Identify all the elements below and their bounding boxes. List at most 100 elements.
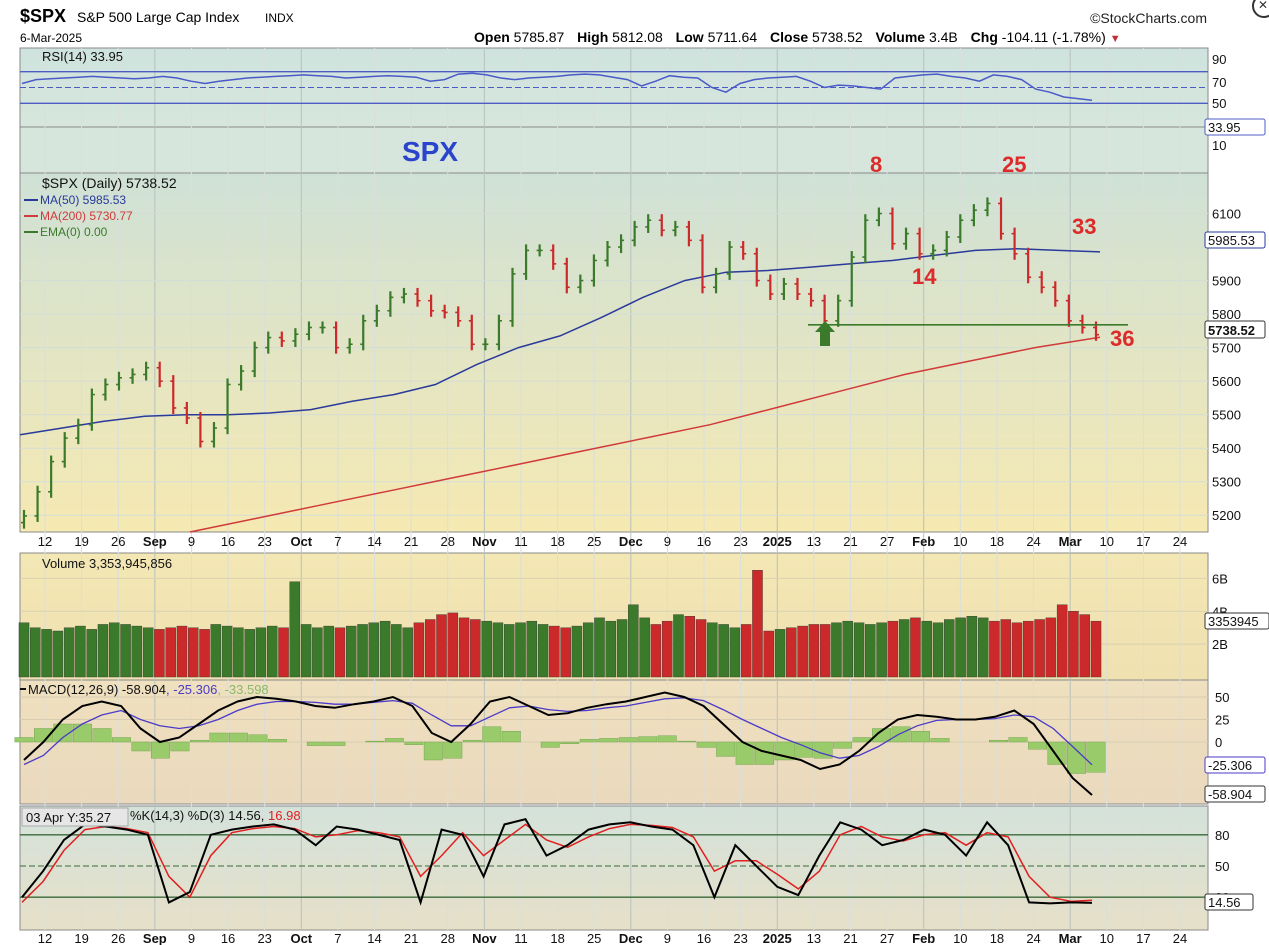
- price-tick-label: 5600: [1212, 374, 1241, 389]
- volume-bar: [402, 627, 413, 678]
- x-tick-label-bottom: 18: [990, 931, 1004, 945]
- macd-tick-label: 50: [1215, 690, 1229, 705]
- x-tick-label-bottom: 26: [111, 931, 125, 945]
- macd-histogram-bar: [92, 728, 112, 743]
- volume-bar: [18, 622, 30, 678]
- x-tick-label: Nov: [472, 534, 497, 549]
- rsi-tick-label: 70: [1212, 75, 1226, 90]
- x-tick-label-bottom: 21: [404, 931, 418, 945]
- x-tick-label-bottom: 19: [74, 931, 88, 945]
- price-annotation: 8: [870, 152, 882, 177]
- x-tick-label-bottom: Feb: [912, 931, 935, 945]
- volume-bar: [977, 617, 989, 678]
- macd-tick-label: 0: [1215, 735, 1222, 750]
- ma50-tag-label: 5985.53: [1208, 233, 1255, 248]
- x-tick-label-bottom: 10: [953, 931, 967, 945]
- volume-tick-label: 2B: [1212, 637, 1228, 652]
- price-annotation: 25: [1002, 152, 1026, 177]
- ma200-line: [189, 336, 1101, 533]
- x-tick-label: Oct: [290, 534, 312, 549]
- macd-tag-label: -58.904: [1208, 787, 1252, 802]
- close-tag-label: 5738.52: [1208, 323, 1255, 338]
- x-tick-label: 21: [843, 534, 857, 549]
- volume-bar: [86, 629, 97, 678]
- volume-bar: [819, 624, 831, 678]
- volume-bar: [312, 627, 323, 678]
- volume-bar: [52, 630, 64, 678]
- price-tick-label: 5700: [1212, 341, 1241, 356]
- x-tick-label: 19: [74, 534, 88, 549]
- x-tick-label: 23: [733, 534, 747, 549]
- volume-bar: [120, 624, 131, 678]
- high-value: 5812.08: [612, 29, 663, 45]
- macd-histogram-bar: [677, 740, 697, 743]
- chart-title: SPX: [402, 136, 458, 167]
- x-tick-label: 9: [188, 534, 195, 549]
- volume-bar: [1079, 614, 1090, 678]
- macd-histogram-bar: [618, 737, 638, 743]
- macd-histogram-bar: [482, 726, 502, 743]
- close-icon[interactable]: [1252, 0, 1269, 18]
- macd-histogram-bar: [891, 726, 911, 743]
- x-tick-label-bottom: 9: [664, 931, 671, 945]
- price-legend-label: MA(200) 5730.77: [40, 209, 133, 223]
- volume-bar: [673, 614, 684, 678]
- volume-bar: [492, 622, 504, 678]
- volume-bar: [413, 622, 425, 678]
- macd-histogram-bar: [365, 740, 385, 743]
- volume-bar: [470, 619, 481, 678]
- macd-histogram-bar: [14, 737, 34, 743]
- macd-histogram-bar: [1008, 737, 1028, 743]
- volume-bar: [503, 624, 515, 678]
- rsi-tick-label: 50: [1212, 96, 1226, 111]
- volume-bar: [391, 624, 402, 678]
- price-tick-label: 5400: [1212, 441, 1241, 456]
- volume-bar: [616, 619, 628, 678]
- x-tick-label-bottom: 11: [514, 931, 528, 945]
- ma50-tag: [1204, 231, 1266, 249]
- x-tick-label: 10: [953, 534, 967, 549]
- macd-histogram-bar: [209, 732, 229, 743]
- macd-histogram-bar: [579, 739, 599, 743]
- volume-bar: [526, 620, 538, 678]
- macd-histogram-bar: [248, 734, 268, 743]
- macd-signal-line: [23, 697, 1093, 766]
- price-legend-label: $SPX (Daily) 5738.52: [42, 175, 177, 191]
- volume-bar: [582, 622, 594, 678]
- volume-bar: [176, 625, 188, 678]
- macd-histogram-bar: [657, 735, 677, 743]
- x-tick-label-bottom: 21: [843, 931, 857, 945]
- macd-histogram-bar: [1047, 741, 1067, 765]
- x-tick-label: 16: [697, 534, 711, 549]
- volume-bar: [154, 629, 165, 678]
- price-legend-label: EMA(0) 0.00: [40, 225, 108, 239]
- x-tick-label-bottom: Dec: [619, 931, 643, 945]
- macd-histogram-bar: [1067, 741, 1086, 774]
- volume-bar: [255, 627, 267, 678]
- volume-bar: [458, 617, 470, 678]
- x-tick-label: 16: [221, 534, 235, 549]
- volume-bar: [707, 622, 718, 678]
- x-tick-label: 2025: [763, 534, 792, 549]
- macd-histogram-bar: [560, 741, 580, 744]
- stoch-label: %K(14,3) %D(3) 14.56, 16.98: [130, 808, 301, 823]
- volume-bar: [932, 622, 944, 678]
- stoch-panel: [19, 805, 1209, 931]
- macd-histogram-bar: [306, 741, 326, 746]
- volume-bar: [560, 627, 571, 678]
- macd-tick-label: 25: [1215, 713, 1229, 728]
- volume-bar: [774, 629, 786, 678]
- volume-bar: [481, 620, 492, 678]
- exchange-label: INDX: [265, 11, 294, 25]
- volume-bar: [368, 622, 380, 678]
- x-tick-label-bottom: 10: [1100, 931, 1114, 945]
- x-tick-label-bottom: 17: [1136, 931, 1150, 945]
- brand-logo[interactable]: ©StockCharts.com: [1090, 10, 1207, 26]
- volume-bar: [594, 617, 605, 678]
- volume-bar: [379, 620, 391, 678]
- rsi-line: [21, 72, 1093, 101]
- volume-bar: [898, 619, 910, 678]
- stoch-k-line: [21, 818, 1093, 906]
- x-tick-label-bottom: 12: [38, 931, 52, 945]
- rsi-current-label: 33.95: [1208, 120, 1241, 135]
